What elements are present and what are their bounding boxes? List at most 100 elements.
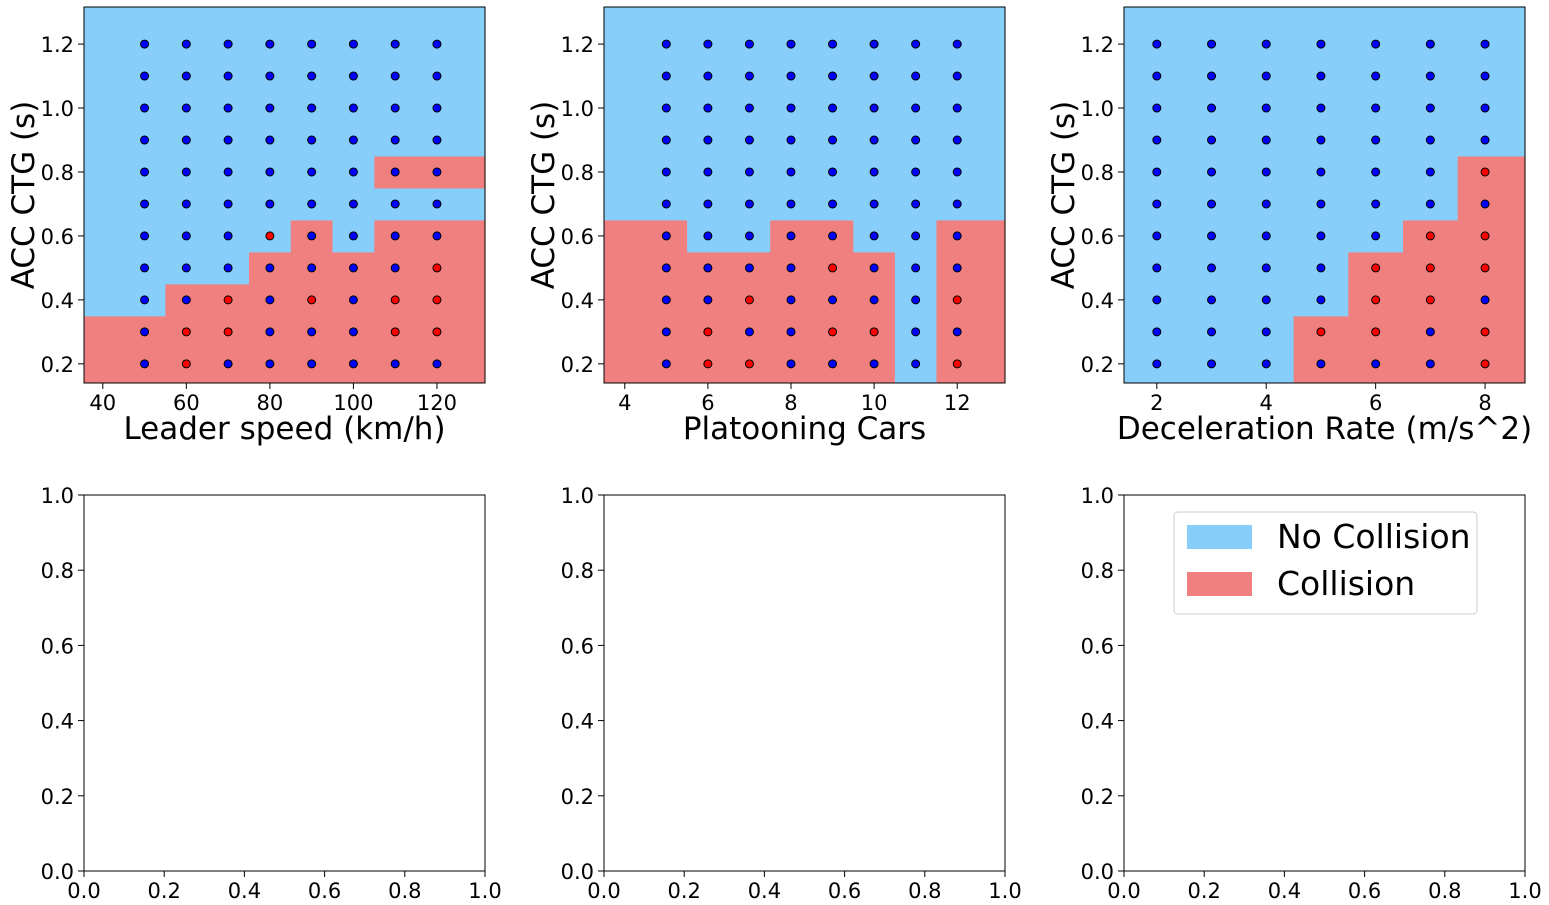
point xyxy=(703,263,713,273)
point xyxy=(265,39,275,49)
point xyxy=(661,263,671,273)
axes: 0.0 0.2 0.4 0.6 0.8 1.0 0.0 0.2 0.4 0.6 0.8 1.0 xyxy=(561,484,1022,903)
point xyxy=(348,231,358,241)
point xyxy=(432,39,442,49)
point xyxy=(307,359,317,369)
x-tick-label: 100 xyxy=(333,391,373,415)
point xyxy=(307,39,317,49)
region-cell xyxy=(84,7,166,61)
point xyxy=(432,263,442,273)
point xyxy=(181,103,191,113)
y-tick-label: 0.4 xyxy=(1081,710,1114,734)
y-tick-label: 1.0 xyxy=(1081,97,1114,121)
region-cell xyxy=(936,155,1006,189)
point xyxy=(869,167,879,177)
x-tick-label: 4 xyxy=(618,391,631,415)
x-tick-label: 12 xyxy=(944,391,971,415)
y-tick-label: 0.6 xyxy=(41,634,74,658)
point xyxy=(390,295,400,305)
point xyxy=(1207,39,1217,49)
region-cell xyxy=(84,60,166,93)
region-cell xyxy=(604,251,688,285)
x-tick-label: 120 xyxy=(417,391,457,415)
point xyxy=(1371,327,1381,337)
x-tick-label: 60 xyxy=(173,391,200,415)
region-cell xyxy=(604,7,688,61)
point xyxy=(744,295,754,305)
point xyxy=(911,71,921,81)
point xyxy=(828,295,838,305)
x-axis-label: Leader speed (km/h) xyxy=(123,411,445,447)
y-tick-label: 1.2 xyxy=(41,33,74,57)
point xyxy=(348,263,358,273)
point xyxy=(1425,103,1435,113)
point xyxy=(1425,167,1435,177)
axes-background xyxy=(84,495,485,871)
point xyxy=(432,295,442,305)
point xyxy=(1371,199,1381,209)
point xyxy=(1316,359,1326,369)
region-cell xyxy=(604,283,688,317)
region-cell xyxy=(1457,60,1526,93)
point xyxy=(661,199,671,209)
region-cell xyxy=(936,7,1006,61)
point xyxy=(869,135,879,145)
point xyxy=(390,103,400,113)
region-cell xyxy=(1348,7,1404,61)
region-cell xyxy=(936,315,1006,349)
point xyxy=(265,199,275,209)
point xyxy=(911,263,921,273)
point xyxy=(1316,103,1326,113)
region-cell xyxy=(811,7,854,61)
point xyxy=(1316,135,1326,145)
x-tick-label: 0.4 xyxy=(1268,879,1301,903)
x-tick-label: 0.2 xyxy=(1187,879,1220,903)
y-tick-label: 0.2 xyxy=(561,785,594,809)
point xyxy=(223,135,233,145)
region-cell xyxy=(1238,7,1295,61)
point xyxy=(1480,199,1490,209)
y-tick-label: 0.8 xyxy=(561,161,594,185)
point xyxy=(1425,231,1435,241)
region-cell xyxy=(416,124,486,157)
point xyxy=(744,231,754,241)
y-tick-label: 0.6 xyxy=(561,634,594,658)
point xyxy=(911,135,921,145)
region-cell xyxy=(1293,7,1349,61)
point xyxy=(952,167,962,177)
point xyxy=(1152,199,1162,209)
point xyxy=(1152,71,1162,81)
point xyxy=(703,231,713,241)
x-tick-label: 4 xyxy=(1260,391,1273,415)
region-cell xyxy=(416,283,486,317)
point xyxy=(181,295,191,305)
region-cell xyxy=(416,315,486,349)
region-cell xyxy=(894,7,937,61)
region-cell xyxy=(1457,347,1526,384)
point xyxy=(1207,359,1217,369)
point xyxy=(1152,327,1162,337)
point xyxy=(786,167,796,177)
point xyxy=(307,295,317,305)
point xyxy=(140,359,150,369)
point xyxy=(911,167,921,177)
point xyxy=(828,71,838,81)
x-tick-label: 0.0 xyxy=(67,879,100,903)
x-tick-label: 2 xyxy=(1150,391,1163,415)
point xyxy=(307,167,317,177)
region-cell xyxy=(84,347,166,384)
point xyxy=(786,39,796,49)
point xyxy=(1480,71,1490,81)
point xyxy=(661,231,671,241)
point xyxy=(703,359,713,369)
point xyxy=(390,327,400,337)
region-cell xyxy=(1457,219,1526,253)
y-tick-label: 0.6 xyxy=(1081,634,1114,658)
region-cell xyxy=(604,315,688,349)
point xyxy=(1371,71,1381,81)
point xyxy=(661,71,671,81)
point xyxy=(828,135,838,145)
axes-frame xyxy=(1123,6,1526,384)
legend-swatch xyxy=(1187,572,1252,596)
point xyxy=(1261,39,1271,49)
